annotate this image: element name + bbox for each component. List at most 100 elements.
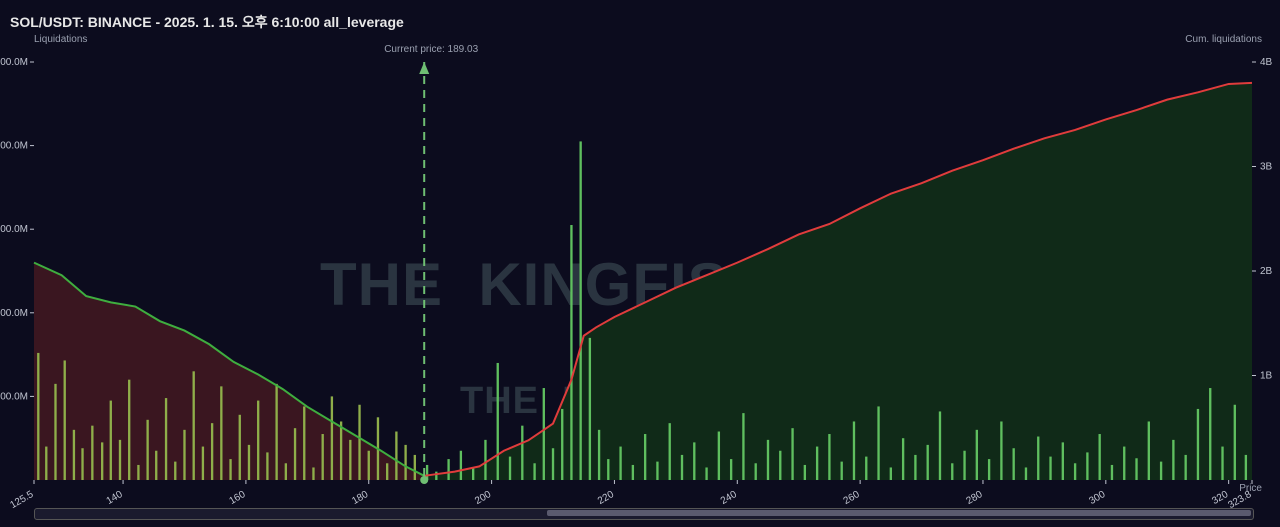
liq-bar: [101, 442, 103, 480]
liq-bar: [1013, 448, 1015, 480]
liq-bar: [828, 434, 830, 480]
liq-bar: [1025, 467, 1027, 480]
liq-bar: [414, 455, 416, 480]
liq-bar: [472, 467, 474, 480]
liq-bar: [1062, 442, 1064, 480]
liq-bar: [73, 430, 75, 480]
liq-bar: [248, 445, 250, 480]
liq-bar: [589, 338, 591, 480]
liq-bar: [644, 434, 646, 480]
x-tick-label: 140: [105, 489, 125, 507]
liq-bar: [1184, 455, 1186, 480]
liq-bar: [275, 384, 277, 480]
y-right-tick-label: 2B: [1260, 266, 1273, 277]
liq-bar: [718, 432, 720, 480]
liq-bar: [386, 463, 388, 480]
y-left-tick-label: 300.0M: [0, 224, 28, 235]
x-tick-label: 260: [842, 489, 862, 507]
y-right-tick-label: 3B: [1260, 162, 1273, 173]
current-price-arrow: [419, 62, 429, 74]
liq-bar: [1049, 457, 1051, 480]
x-tick-label: 160: [227, 489, 247, 507]
liq-bar: [579, 141, 581, 480]
liq-bar: [1221, 447, 1223, 480]
liq-bar: [914, 455, 916, 480]
liq-bar: [755, 463, 757, 480]
liq-bar: [146, 420, 148, 480]
liq-bar: [598, 430, 600, 480]
x-scrollbar-thumb[interactable]: [547, 510, 1251, 516]
liq-bar: [804, 465, 806, 480]
liq-bar: [322, 434, 324, 480]
liq-bar: [902, 438, 904, 480]
x-tick-label: 300: [1087, 489, 1107, 507]
liq-bar: [239, 415, 241, 480]
liq-bar: [552, 448, 554, 480]
liq-bar: [257, 401, 259, 480]
liq-bar: [285, 463, 287, 480]
liq-bar: [294, 428, 296, 480]
liq-bar: [91, 426, 93, 480]
liq-bar: [211, 423, 213, 480]
liq-bar: [368, 451, 370, 480]
x-scrollbar[interactable]: [34, 508, 1254, 520]
liq-bar: [988, 459, 990, 480]
liq-bar: [155, 451, 157, 480]
liq-bar: [730, 459, 732, 480]
x-tick-label: 220: [596, 489, 616, 507]
liq-bar: [266, 452, 268, 480]
liq-bar: [791, 428, 793, 480]
liq-bar: [54, 384, 56, 480]
liq-bar: [202, 447, 204, 480]
liq-bar: [669, 423, 671, 480]
x-tick-label: 180: [350, 489, 370, 507]
liq-bar: [1037, 437, 1039, 480]
liq-bar: [543, 388, 545, 480]
liq-bar: [119, 440, 121, 480]
liq-bar: [331, 396, 333, 480]
y-left-tick-label: 400.0M: [0, 141, 28, 152]
liq-bar: [340, 421, 342, 480]
liq-bar: [1099, 434, 1101, 480]
liq-bar: [1245, 455, 1247, 480]
cumulative-areas: [34, 83, 1252, 480]
liq-bar: [229, 459, 231, 480]
liq-bar: [1160, 462, 1162, 480]
liq-bar: [570, 225, 572, 480]
liq-bar: [963, 451, 965, 480]
x-tick-label: 200: [473, 489, 493, 507]
liq-bar: [521, 426, 523, 480]
liq-bar: [607, 459, 609, 480]
liq-bar: [303, 406, 305, 480]
liq-bar: [939, 411, 941, 480]
liq-bar: [681, 455, 683, 480]
liq-bar: [951, 463, 953, 480]
liq-bar: [841, 462, 843, 480]
current-price-dot: [420, 476, 428, 484]
liq-bar: [853, 421, 855, 480]
liq-bar: [312, 467, 314, 480]
liq-bar: [110, 401, 112, 480]
liq-bar: [767, 440, 769, 480]
liq-bar: [816, 447, 818, 480]
y-right-tick-label: 1B: [1260, 371, 1273, 382]
liq-bar: [1000, 421, 1002, 480]
liq-bar: [865, 457, 867, 480]
liq-bar: [220, 386, 222, 480]
liq-bar: [1123, 447, 1125, 480]
liq-bar: [137, 465, 139, 480]
liq-bar: [1234, 405, 1236, 480]
liq-bar: [779, 451, 781, 480]
liq-bar: [1172, 440, 1174, 480]
x-tick-label: 280: [965, 489, 985, 507]
liq-bar: [1197, 409, 1199, 480]
y-right-tick-label: 4B: [1260, 57, 1273, 68]
liq-bar: [81, 448, 83, 480]
liq-bar: [509, 457, 511, 480]
liq-bar: [1209, 388, 1211, 480]
liq-bar: [64, 360, 66, 480]
liq-bar: [435, 472, 437, 480]
liq-bar: [349, 440, 351, 480]
liquidation-chart: 125.5140160180200220240260280300320323.8…: [0, 0, 1280, 527]
liq-bar: [395, 432, 397, 480]
